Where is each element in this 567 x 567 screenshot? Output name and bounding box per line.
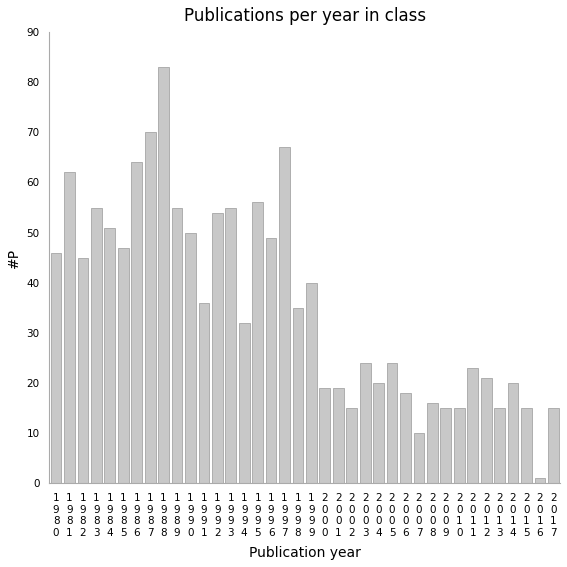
Bar [333,388,344,483]
Bar [400,393,411,483]
Y-axis label: #P: #P [7,248,21,268]
Bar [454,408,464,483]
Bar [118,248,129,483]
Bar [198,303,209,483]
Bar [279,147,290,483]
Bar [548,408,558,483]
Bar [387,363,397,483]
Bar [50,253,61,483]
Bar [132,162,142,483]
Bar [306,283,317,483]
Title: Publications per year in class: Publications per year in class [184,7,426,25]
Bar [535,478,545,483]
Bar [293,308,303,483]
Bar [481,378,492,483]
Bar [226,208,236,483]
Bar [104,227,115,483]
Bar [427,403,438,483]
Bar [158,67,169,483]
Bar [373,383,384,483]
Bar [467,368,478,483]
X-axis label: Publication year: Publication year [249,546,361,560]
Bar [239,323,249,483]
Bar [172,208,183,483]
Bar [441,408,451,483]
Bar [185,232,196,483]
Bar [91,208,101,483]
Bar [494,408,505,483]
Bar [413,433,424,483]
Bar [252,202,263,483]
Bar [507,383,518,483]
Bar [521,408,532,483]
Bar [319,388,330,483]
Bar [78,257,88,483]
Bar [145,132,155,483]
Bar [346,408,357,483]
Bar [266,238,277,483]
Bar [212,213,223,483]
Bar [64,172,75,483]
Bar [360,363,371,483]
